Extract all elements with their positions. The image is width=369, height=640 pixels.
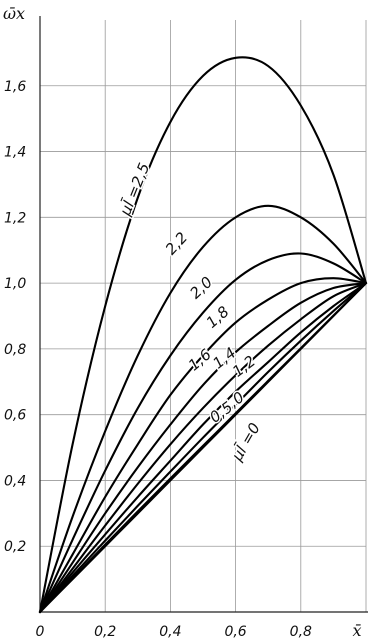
axis-titles: ω̄x x̄ [3, 4, 362, 640]
curve-label-2: 2,0 [186, 273, 216, 302]
x-axis-title: x̄ [352, 621, 361, 640]
x-tick-label: 0,4 [159, 624, 181, 640]
curve-label-9: μl̄ =0 [227, 419, 264, 464]
series-line-7 [38, 282, 368, 614]
series-line-4 [38, 282, 368, 614]
y-tick-label: 1,0 [4, 276, 26, 292]
curve-labels: μl̄ =2,52,22,01,81,61,41,21,00,5μl̄ =0 [114, 159, 266, 467]
y-tick-label: 1,2 [4, 210, 26, 226]
y-tick-label: 0,6 [4, 408, 26, 424]
series-line-9 [38, 282, 368, 614]
x-tick-label: 0,2 [94, 624, 116, 640]
grid [40, 20, 367, 612]
x-tick-label: 0,6 [224, 624, 246, 640]
series-line-0 [38, 56, 368, 614]
y-tick-label: 0,4 [4, 473, 26, 489]
series-line-3 [38, 277, 368, 614]
series-line-5 [38, 282, 368, 614]
axes [39, 16, 368, 613]
y-tick-label: 0,2 [4, 539, 26, 555]
y-tick-label: 1,6 [4, 79, 26, 95]
x-tick-label: 0 [36, 624, 45, 640]
curve-label-1: 2,2 [162, 229, 191, 259]
tick-labels: 0 0,2 0,4 0,6 0,8 0,2 0,4 0,6 0,8 1,0 1,2 1,4 1,6 [4, 79, 312, 640]
y-axis-title: ω̄x [3, 4, 25, 23]
curves [38, 56, 368, 614]
curve-label-0: μl̄ =2,5 [115, 160, 153, 219]
y-tick-label: 0,8 [4, 342, 26, 358]
y-tick-label: 1,4 [4, 145, 26, 161]
series-line-1 [38, 204, 368, 614]
x-tick-label: 0,8 [290, 624, 312, 640]
series-line-6 [38, 282, 368, 614]
series-line-2 [38, 252, 368, 614]
